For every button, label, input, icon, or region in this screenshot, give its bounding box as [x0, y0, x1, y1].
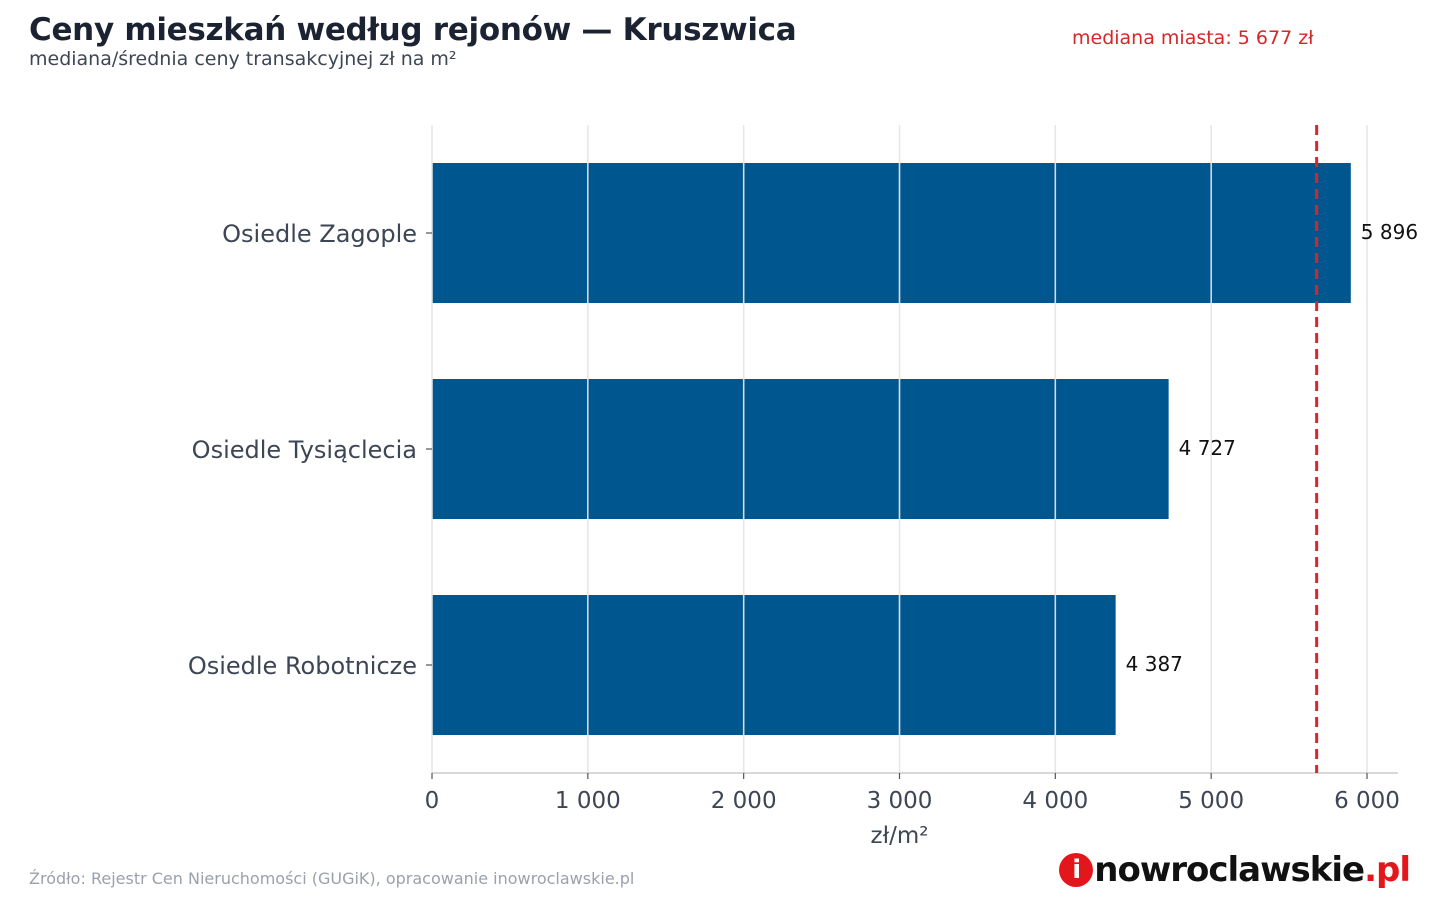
chart-title: Ceny mieszkań według rejonów — Kruszwica	[29, 12, 797, 48]
value-label-1: 5 896	[1361, 220, 1418, 244]
chart-subtitle: mediana/średnia ceny transakcyjnej zł na…	[29, 48, 457, 70]
median-line-label: mediana miasta: 5 677 zł	[1072, 27, 1314, 49]
x-tick-label-5: 5 000	[1178, 788, 1244, 814]
category-label-3: Osiedle Robotnicze	[188, 652, 417, 680]
bar-1	[432, 163, 1351, 303]
value-label-2: 4 727	[1179, 436, 1236, 460]
value-label-3: 4 387	[1126, 652, 1183, 676]
x-tick-label-6: 6 000	[1334, 788, 1400, 814]
logo-i-icon: i	[1059, 853, 1094, 887]
x-tick-label-0: 0	[425, 788, 440, 814]
x-axis-title: zł/m²	[871, 823, 929, 849]
logo-text: nowroclawskie	[1094, 850, 1365, 890]
x-tick-label-3: 3 000	[867, 788, 933, 814]
logo-tld: .pl	[1364, 850, 1411, 890]
x-tick-label-2: 2 000	[711, 788, 777, 814]
brand-logo: i nowroclawskie .pl	[1059, 850, 1411, 890]
category-label-2: Osiedle Tysiąclecia	[192, 436, 417, 464]
category-label-1: Osiedle Zagople	[222, 220, 417, 248]
source-note: Źródło: Rejestr Cen Nieruchomości (GUGiK…	[29, 869, 635, 888]
x-tick-label-4: 4 000	[1022, 788, 1088, 814]
x-tick-label-1: 1 000	[555, 788, 621, 814]
bar-2	[432, 379, 1169, 519]
bar-3	[432, 595, 1116, 735]
